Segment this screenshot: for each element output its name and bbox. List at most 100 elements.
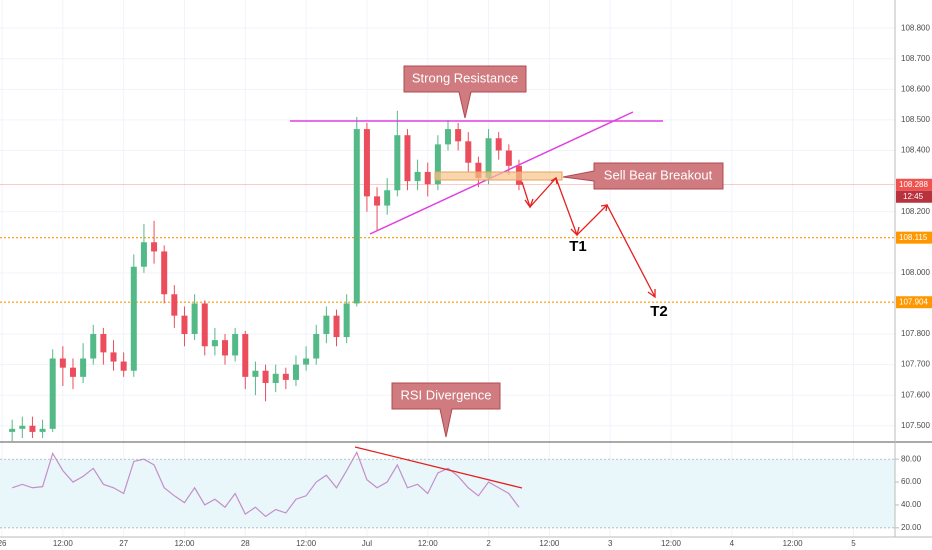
candle-body	[465, 141, 472, 163]
candle-body	[363, 129, 370, 197]
candle-body	[201, 303, 208, 347]
candle-body	[140, 242, 147, 267]
candle-body	[69, 367, 76, 377]
x-tick-label: 12:00	[53, 539, 74, 548]
price-tag	[896, 296, 932, 309]
y-tick-label: 108.000	[901, 268, 930, 277]
candle-body	[485, 138, 492, 179]
x-tick-label: 12:00	[539, 539, 560, 548]
y-tick-label: 107.700	[901, 360, 930, 369]
candle-body	[394, 135, 401, 191]
x-tick-label: Jul	[362, 539, 372, 548]
candle-body	[445, 129, 452, 145]
candle-body	[151, 242, 158, 252]
candle-body	[353, 129, 360, 304]
target-label: T2	[650, 303, 668, 320]
y-tick-label: 108.700	[901, 54, 930, 63]
x-tick-label: 12:00	[783, 539, 804, 548]
annotation: Strong Resistance	[412, 70, 518, 85]
candle-body	[29, 425, 36, 432]
y-tick-label: 108.200	[901, 207, 930, 216]
x-tick-label: 12:00	[174, 539, 195, 548]
candle-body	[313, 334, 320, 359]
candle-body	[161, 251, 168, 295]
candle-body	[404, 135, 411, 182]
y-tick-label: 107.600	[901, 390, 930, 399]
candle-body	[272, 373, 279, 383]
rsi-tick-label: 80.00	[901, 454, 922, 463]
candle-body	[292, 364, 299, 380]
candle-body	[374, 196, 381, 206]
callout-box	[391, 382, 501, 438]
annotation: RSI Divergence	[400, 387, 491, 402]
candle-body	[59, 358, 66, 368]
y-tick-label: 108.600	[901, 84, 930, 93]
candle-body	[333, 315, 340, 338]
y-tick-label: 108.400	[901, 146, 930, 155]
candle-body	[343, 303, 350, 338]
rsi-band	[0, 459, 895, 528]
candle-body	[262, 370, 269, 383]
x-tick-label: 27	[119, 539, 128, 548]
candle-body	[434, 144, 441, 185]
x-tick-label: 4	[730, 539, 735, 548]
candle-body	[303, 358, 310, 365]
candle-body	[191, 303, 198, 335]
candle-body	[455, 129, 462, 142]
candle-body	[252, 370, 259, 377]
y-tick-label: 107.500	[901, 421, 930, 430]
price-tags: 108.288 12:45 108.115 107.904	[896, 178, 932, 309]
arrow-heads	[524, 176, 656, 299]
x-tick-label: 5	[851, 539, 856, 548]
candle-body	[90, 334, 97, 359]
candle-body	[120, 361, 127, 371]
rsi-tick-label: 20.00	[901, 523, 922, 532]
candle-body	[181, 315, 188, 335]
candle-body	[232, 334, 239, 356]
x-tick-label: 12:00	[661, 539, 682, 548]
candle-body	[505, 150, 512, 166]
projection-path	[521, 176, 656, 298]
x-tick-label: 12:00	[418, 539, 439, 548]
y-tick-label: 108.800	[901, 23, 930, 32]
candle-body	[100, 334, 107, 353]
countdown-label: 12:45	[903, 192, 924, 201]
candle-body	[130, 266, 137, 371]
callout-breakout: Sell Bear Breakout	[562, 162, 724, 190]
y-tick-label: 108.500	[901, 115, 930, 124]
candle-body	[49, 358, 56, 429]
countdown-tag	[896, 190, 932, 203]
x-tick-label: 2	[486, 539, 491, 548]
candle-body	[19, 425, 26, 429]
candle-body	[171, 294, 178, 316]
x-tick-label: 26	[0, 539, 7, 548]
price-tag	[896, 231, 932, 244]
x-tick-label: 28	[241, 539, 250, 548]
rsi-tick-label: 40.00	[901, 500, 922, 509]
breakout-zone	[434, 171, 563, 181]
candle-body	[39, 428, 46, 432]
candle-body	[110, 352, 117, 362]
candle-body	[475, 162, 482, 179]
candle-body	[384, 190, 391, 206]
y-tick-label: 107.800	[901, 329, 930, 338]
candle-body	[9, 428, 16, 432]
price-tag-label: 108.288	[899, 180, 928, 189]
candle-body	[211, 340, 218, 347]
target-label: T1	[569, 238, 587, 255]
rsi-band-layer	[0, 458, 895, 529]
price-tag	[896, 178, 932, 191]
candle-body	[80, 358, 87, 377]
rsi-line	[11, 450, 520, 518]
candle-body	[424, 171, 431, 185]
plot	[0, 110, 895, 518]
candle-body	[282, 373, 289, 380]
candle-body	[222, 340, 229, 356]
x-tick-label: 12:00	[296, 539, 317, 548]
candle-body	[242, 334, 249, 377]
divergence-line	[354, 446, 523, 489]
callout-box	[403, 65, 527, 119]
price-tag-label: 108.115	[899, 233, 928, 242]
